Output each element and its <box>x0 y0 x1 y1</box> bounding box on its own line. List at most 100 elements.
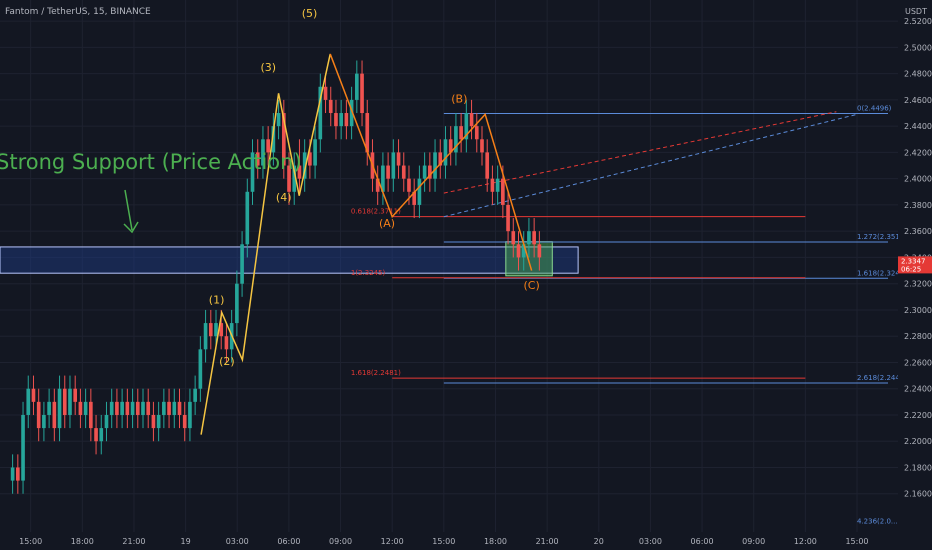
price-tick-label: 2.2600 <box>904 358 932 367</box>
time-tick-label: 21:00 <box>536 537 559 546</box>
candle-body <box>506 204 510 232</box>
fib-lines: 0(2.4496) 1.272(2.3518) 1.618(2.3241) 2.618… <box>351 105 907 526</box>
candle-body <box>495 178 500 192</box>
candle-body <box>276 113 281 127</box>
price-tick-label: 2.5000 <box>904 43 932 52</box>
candle-body <box>135 401 140 415</box>
candle-body <box>511 231 516 245</box>
candle-body <box>208 323 213 337</box>
candle-body <box>360 73 364 114</box>
price-tick-label: 2.3800 <box>904 201 932 210</box>
candle-body <box>240 244 244 284</box>
candle-body <box>36 401 41 429</box>
time-tick-label: 12:00 <box>794 537 817 546</box>
candle-body <box>454 126 458 153</box>
current-price-value: 2.3347 <box>901 257 926 265</box>
candle-body <box>109 401 114 415</box>
candle-body <box>396 152 401 166</box>
candle-body <box>193 388 197 402</box>
symbol-title[interactable]: Fantom / TetherUS, 15, BINANCE <box>5 7 151 17</box>
time-tick-label: 18:00 <box>484 537 507 546</box>
candle-body <box>42 414 46 429</box>
candle-body <box>417 178 422 205</box>
candle-body <box>141 401 145 415</box>
price-tick-label: 2.2400 <box>904 385 932 394</box>
time-tick-label: 06:00 <box>277 537 300 546</box>
candle-body <box>261 139 265 166</box>
candle-body <box>464 113 469 140</box>
price-axis-bg <box>898 0 932 550</box>
candle-body <box>354 73 359 100</box>
candle-body <box>527 231 531 245</box>
candle-body <box>162 401 166 415</box>
candle-body <box>318 86 323 140</box>
candle-body <box>328 99 333 114</box>
fib-label: 2.618(2.2444) <box>857 374 907 382</box>
candle-body <box>47 401 51 415</box>
candle-body <box>177 401 182 415</box>
time-axis[interactable]: 15:00 18:00 21:00 19 03:00 06:00 09:00 12:00 15:… <box>0 532 898 550</box>
candle-body <box>182 414 187 429</box>
price-tick-label: 2.4000 <box>904 175 932 184</box>
time-tick-label: 15:00 <box>19 537 42 546</box>
candle-body <box>115 401 119 415</box>
support-arrow <box>123 189 139 234</box>
candle-body <box>125 401 130 415</box>
support-label: Strong Support (Price Action) <box>0 150 302 174</box>
price-tick-label: 2.2800 <box>904 332 932 341</box>
fib-trend-line-red <box>443 111 837 194</box>
time-tick-label: 21:00 <box>122 537 145 546</box>
support-zone <box>0 189 579 277</box>
fib-label: 1(2.3245) <box>351 269 386 277</box>
time-tick-label: 09:00 <box>742 537 765 546</box>
candle-body <box>188 401 192 429</box>
candle-body <box>245 191 250 245</box>
candle-body <box>297 165 302 179</box>
time-tick-label: 03:00 <box>639 537 662 546</box>
candle-body <box>235 283 239 324</box>
candle-body <box>83 401 88 415</box>
candle-body <box>532 231 536 245</box>
time-tick-label: 19 <box>181 537 191 546</box>
price-axis[interactable]: 2.5200 2.5000 2.4800 2.4600 2.4400 2.4200 2.40… <box>898 0 932 550</box>
candle-body <box>156 414 161 429</box>
candle-body <box>219 323 224 337</box>
candle-body <box>422 165 427 179</box>
candle-body <box>448 139 453 153</box>
candle-body <box>334 113 338 127</box>
price-tick-label: 2.4800 <box>904 70 932 79</box>
fib-label: 1.618(2.3241) <box>857 269 907 277</box>
candle-body <box>438 152 443 166</box>
support-zone-rect <box>0 246 579 274</box>
candle-body <box>308 152 312 166</box>
fib-label: 4.236(2.0... <box>857 518 898 526</box>
wave-label: (1) <box>209 293 225 306</box>
price-tick-label: 2.4400 <box>904 122 932 131</box>
candle-body <box>57 388 62 429</box>
candle-body <box>521 244 526 258</box>
time-tick-label: 03:00 <box>226 537 249 546</box>
candle-body <box>266 139 270 153</box>
fib-label: 0(2.4496) <box>857 105 892 113</box>
candle-body <box>21 414 25 481</box>
time-tick-label: 15:00 <box>432 537 455 546</box>
candle-body <box>62 388 67 415</box>
wave-label: (3) <box>260 61 276 74</box>
candle-body <box>485 152 490 179</box>
price-tick-label: 2.4600 <box>904 96 932 105</box>
candle-body <box>381 165 385 192</box>
candle-body <box>172 401 177 415</box>
candle-body <box>339 113 343 127</box>
price-tick-label: 2.2000 <box>904 437 932 446</box>
time-axis-bg <box>0 532 898 550</box>
candle-body <box>474 126 479 140</box>
current-price-badge <box>898 256 932 274</box>
time-tick-label: 15:00 <box>845 537 868 546</box>
wave-label: (2) <box>219 355 235 368</box>
candle-body <box>386 165 390 179</box>
price-tick-label: 2.3200 <box>904 280 932 289</box>
candle-body <box>104 414 109 429</box>
candle-body <box>130 401 135 415</box>
